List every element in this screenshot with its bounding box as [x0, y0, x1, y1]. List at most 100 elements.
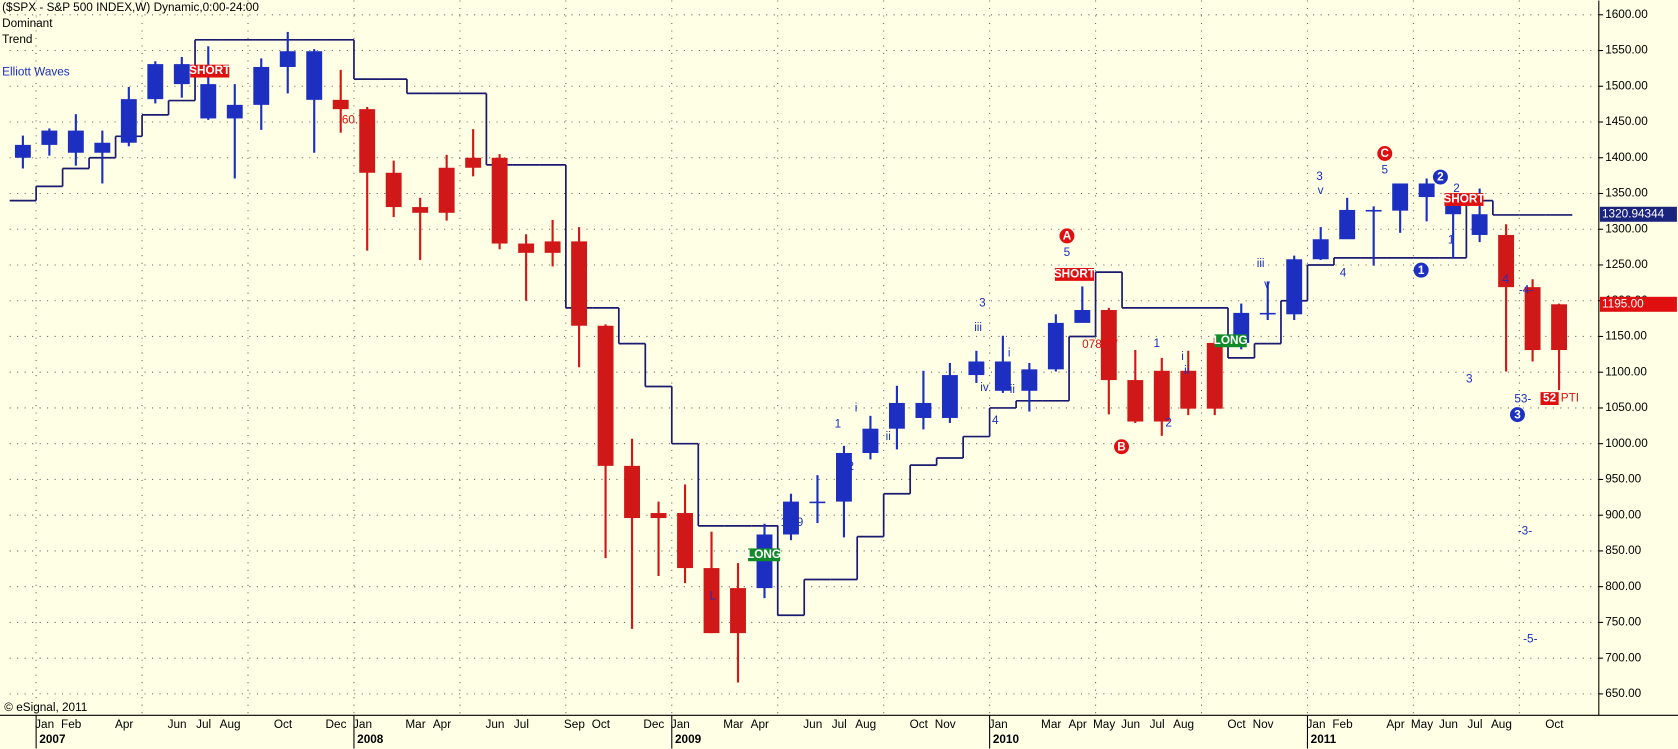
wave-label: iv: [980, 381, 989, 394]
bar-body: [1047, 322, 1064, 370]
wave-label: ii: [886, 430, 891, 443]
wave-label: 1.29: [780, 516, 803, 529]
y-tick-label: 800.00: [1605, 580, 1641, 593]
wave-label: 53-: [1514, 393, 1531, 406]
bar-body: [1418, 183, 1435, 198]
wave-label: v: [1264, 278, 1270, 291]
bar-body: [147, 64, 164, 100]
x-tick-label: Apr: [433, 718, 451, 731]
y-tick-label: 1000.00: [1605, 437, 1648, 450]
y-tick-label: 1600.00: [1605, 8, 1648, 21]
wave-label: 1: [1448, 233, 1455, 246]
wave-label: 4: [992, 414, 999, 427]
x-tick-label: Mar: [1041, 718, 1061, 731]
bar-body: [306, 51, 323, 100]
x-tick-label: Apr: [751, 718, 769, 731]
x-tick-label: May: [1093, 718, 1115, 731]
wave-label: ii: [1184, 364, 1189, 377]
bar-body: [14, 144, 31, 158]
signal-box: [190, 64, 230, 78]
wave-label: C: [1381, 147, 1390, 160]
wave-marker: [1059, 228, 1075, 244]
wave-label: 5: [1382, 164, 1389, 177]
x-tick-label: Jan: [35, 718, 54, 731]
bar-body: [1498, 234, 1515, 288]
bar-body: [677, 513, 693, 569]
wave-label: v: [1318, 184, 1324, 197]
bar-body: [359, 109, 376, 173]
bar-body: [703, 568, 720, 634]
x-tick-label: Nov: [935, 718, 956, 731]
signal-label: SHORT: [1443, 193, 1485, 206]
wave-label: iii: [1257, 257, 1265, 270]
x-tick-label: Jan: [671, 718, 690, 731]
x-tick-label: May: [1411, 718, 1433, 731]
x-tick-label: Jun: [803, 718, 822, 731]
signal-label: SHORT: [1054, 268, 1096, 281]
bar-body: [1312, 239, 1329, 260]
y-tick-label: 1450.00: [1605, 115, 1648, 128]
wave-label: -4-: [1519, 284, 1533, 297]
wave-label: 4: [1502, 273, 1509, 286]
y-tick-label: 650.00: [1605, 687, 1641, 700]
bar-body: [491, 157, 508, 244]
wave-marker: [1377, 146, 1393, 162]
bar-body: [1551, 304, 1568, 351]
y-tick-label: 1350.00: [1605, 187, 1648, 200]
bar-body: [1180, 370, 1197, 409]
wave-label: 1: [835, 417, 842, 430]
chart-title: ($SPX - S&P 500 INDEX,W) Dynamic,0:00-24…: [2, 1, 259, 14]
x-tick-label: Oct: [910, 718, 929, 731]
wave-label: PTI: [1561, 392, 1579, 405]
year-label: 2011: [1311, 733, 1337, 746]
x-tick-label: Mar: [405, 718, 425, 731]
y-tick-label: 1100.00: [1605, 365, 1647, 378]
bar-body: [438, 167, 455, 213]
y-tick-label: 900.00: [1605, 508, 1641, 521]
x-tick-label: Jan: [989, 718, 1008, 731]
bar-body: [756, 534, 773, 589]
wave-marker: [1509, 407, 1525, 423]
x-tick-label: Jun: [1121, 718, 1140, 731]
x-tick-label: Apr: [1386, 718, 1404, 731]
wave-label: 3: [1316, 170, 1323, 183]
x-tick-label: Jun: [168, 718, 187, 731]
wave-label: iii: [974, 321, 982, 334]
y-tick-label: 950.00: [1605, 473, 1641, 486]
bar-body: [253, 66, 270, 105]
x-tick-label: Aug: [1173, 718, 1194, 731]
bar-body: [1021, 369, 1038, 391]
wave-label: i: [1181, 350, 1184, 363]
bar-body: [1259, 312, 1276, 315]
bar-body: [1471, 214, 1488, 235]
x-tick-label: Sep: [564, 718, 585, 731]
wave-label: 4: [1340, 266, 1347, 279]
wave-marker: [1413, 262, 1429, 278]
bar-body: [1365, 209, 1382, 212]
bar-body: [624, 465, 641, 519]
wave-label: -5-: [1523, 632, 1537, 645]
bar-body: [1286, 259, 1303, 315]
y-tick-label: 1300.00: [1605, 222, 1648, 235]
x-tick-label: Jan: [1307, 718, 1326, 731]
bar-body: [518, 243, 535, 253]
bar-body: [836, 452, 852, 502]
x-tick-label: Mar: [723, 718, 743, 731]
bar-body: [465, 157, 482, 168]
x-tick-label: Jan: [353, 718, 372, 731]
y-tick-label: 1550.00: [1605, 44, 1648, 57]
wave-label: 3: [979, 296, 986, 309]
price-tag: 1320.94344: [1602, 207, 1665, 220]
bar-body: [1153, 370, 1170, 422]
signal-box: [1214, 334, 1247, 348]
wave-label: 3: [1466, 372, 1473, 385]
wave-label: L: [709, 590, 716, 603]
x-tick-label: Dec: [326, 718, 347, 731]
y-tick-label: 1500.00: [1605, 79, 1648, 92]
signal-label: SHORT: [189, 64, 231, 77]
wave-label: B: [1117, 440, 1126, 453]
wave-label: 078.77: [1082, 338, 1118, 351]
x-tick-label: Jul: [1150, 718, 1165, 731]
wave-label: 2: [1165, 416, 1172, 429]
